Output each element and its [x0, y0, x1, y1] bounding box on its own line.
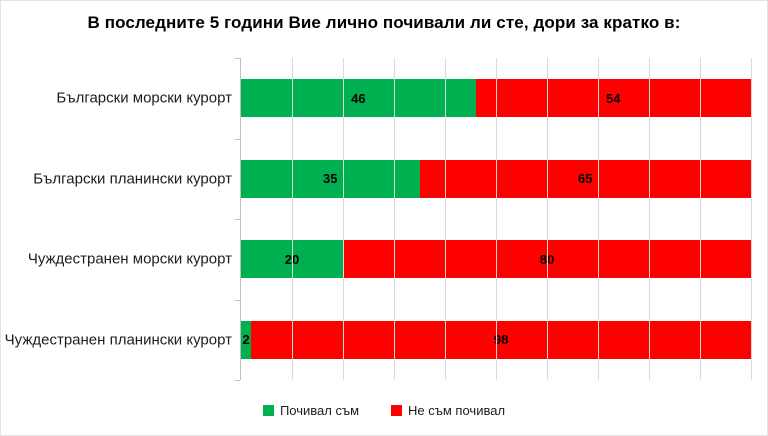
value-label: 35 [323, 171, 338, 187]
bar-segment-rested: 35 [241, 159, 420, 198]
value-label: 98 [493, 332, 509, 348]
value-label: 65 [578, 171, 593, 187]
chart-title: В последните 5 години Вие лично почивали… [87, 13, 681, 32]
gridline [496, 58, 497, 380]
plot-area: Български морски курорт 46 54 Български пла… [5, 58, 752, 381]
axis-tick [235, 138, 240, 140]
bar-track: 2 98 [241, 320, 751, 359]
legend-swatch-green [262, 404, 274, 416]
gridline [751, 58, 752, 380]
category-label: Чуждестранен планински курорт [4, 331, 232, 349]
axis-tick [235, 58, 240, 59]
axis-tick [235, 219, 240, 220]
bar-row: Български планински курорт 35 65 [33, 139, 751, 220]
gridline [598, 58, 599, 380]
gridline [445, 58, 446, 380]
bar-segment-not-rested: 54 [475, 79, 751, 118]
bar-segment-rested: 2 [241, 320, 252, 359]
gridline [547, 58, 548, 380]
legend-swatch-red [391, 404, 403, 416]
bar-row: Български морски курорт 46 54 [56, 58, 751, 139]
category-label: Български планински курорт [33, 170, 232, 188]
category-label: Чуждестранен морски курорт [27, 250, 232, 268]
bar-segment-not-rested: 98 [251, 320, 751, 359]
category-label: Български морски курорт [56, 89, 232, 107]
bar-row: Чуждестранен планински курорт 2 98 [5, 300, 751, 381]
axis-tick [235, 299, 240, 301]
legend-label-rested: Почивал съм [279, 402, 360, 418]
value-label: 46 [351, 90, 366, 106]
axis-tick [235, 380, 240, 381]
bar-track: 35 65 [241, 159, 751, 198]
gridline [292, 58, 293, 380]
value-label: 2 [242, 332, 250, 348]
legend-label-not-rested: Не съм почивал [408, 402, 506, 418]
gridline [649, 58, 650, 380]
gridline [394, 58, 395, 380]
bar-segment-rested: 46 [241, 79, 476, 118]
gridline [700, 58, 701, 380]
bar-segment-not-rested: 65 [419, 159, 751, 198]
value-label: 54 [606, 90, 621, 106]
gridline [343, 58, 344, 380]
legend-item-not-rested: Не съм почивал [391, 403, 505, 418]
legend: Почивал съм Не съм почивал [0, 400, 768, 420]
bar-track: 46 54 [241, 79, 751, 118]
legend-item-rested: Почивал съм [262, 402, 360, 418]
